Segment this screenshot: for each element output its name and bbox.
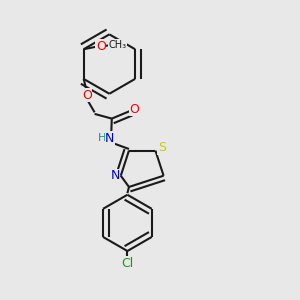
Text: O: O <box>129 103 139 116</box>
Text: N: N <box>110 169 120 182</box>
Text: H: H <box>98 133 106 143</box>
Text: CH₃: CH₃ <box>108 40 126 50</box>
Text: S: S <box>158 141 166 154</box>
Text: Cl: Cl <box>121 257 134 270</box>
Text: O: O <box>82 89 92 102</box>
Text: O: O <box>96 40 106 52</box>
Text: N: N <box>105 132 115 145</box>
